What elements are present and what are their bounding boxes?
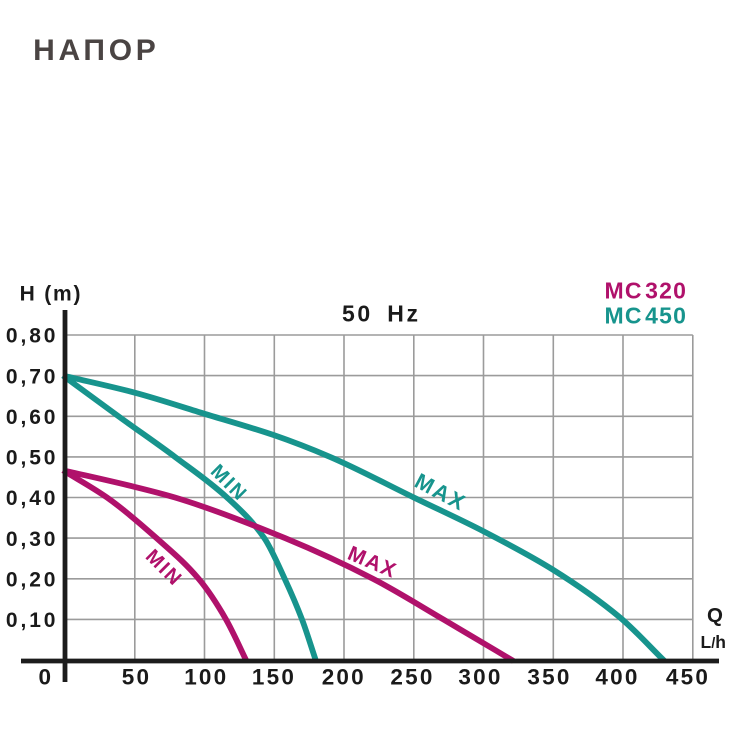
svg-text:НАПОР: НАПОР bbox=[33, 34, 159, 67]
svg-text:MIN: MIN bbox=[141, 545, 187, 591]
svg-text:Q: Q bbox=[707, 604, 723, 627]
svg-text:50 Hz: 50 Hz bbox=[342, 301, 421, 327]
svg-text:400: 400 bbox=[595, 664, 639, 689]
svg-text:0,80: 0,80 bbox=[6, 325, 58, 348]
svg-text:H (m): H (m) bbox=[20, 282, 83, 305]
svg-text:0: 0 bbox=[38, 664, 53, 689]
svg-text:0,40: 0,40 bbox=[6, 487, 58, 510]
svg-text:0,60: 0,60 bbox=[6, 406, 58, 429]
svg-text:50: 50 bbox=[122, 664, 151, 689]
svg-text:250: 250 bbox=[390, 664, 434, 689]
svg-text:L/h: L/h bbox=[701, 632, 726, 652]
svg-text:0,10: 0,10 bbox=[6, 609, 58, 632]
svg-text:350: 350 bbox=[527, 664, 571, 689]
svg-text:300: 300 bbox=[458, 664, 502, 689]
svg-text:0,30: 0,30 bbox=[6, 528, 58, 551]
svg-text:0,20: 0,20 bbox=[6, 569, 58, 592]
svg-text:150: 150 bbox=[252, 664, 296, 689]
svg-text:450: 450 bbox=[666, 664, 710, 689]
svg-text:100: 100 bbox=[184, 664, 228, 689]
svg-text:0,50: 0,50 bbox=[6, 447, 58, 470]
svg-text:200: 200 bbox=[322, 664, 366, 689]
svg-text:0,70: 0,70 bbox=[6, 365, 58, 388]
